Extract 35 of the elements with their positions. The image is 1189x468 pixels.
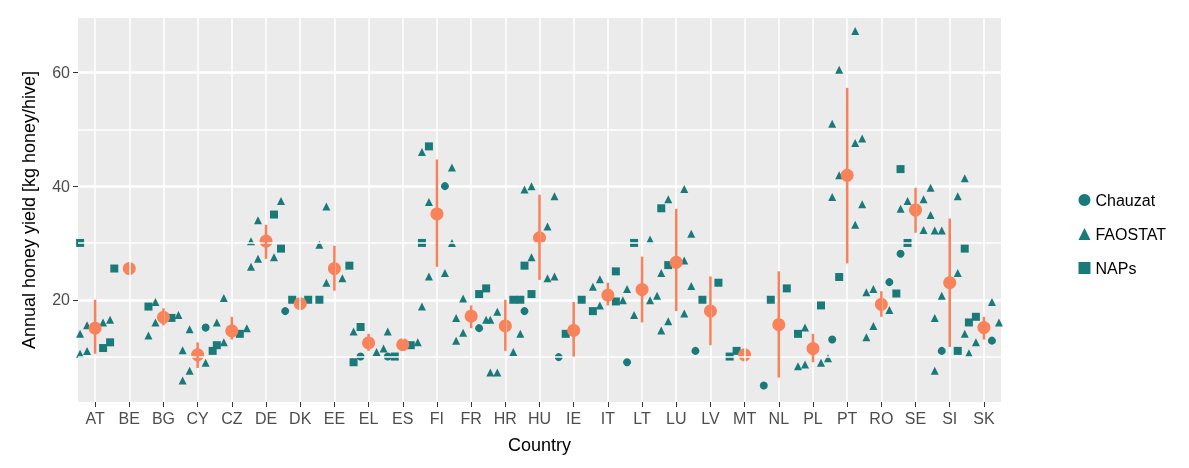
x-tick-label: AT <box>85 409 105 427</box>
x-tick-label: FR <box>460 409 482 427</box>
x-tick-label: EE <box>323 409 346 427</box>
x-tick-label: HU <box>527 409 552 427</box>
x-tick-label: CZ <box>221 409 243 427</box>
y-tick-label: 40 <box>52 177 71 195</box>
x-tick-label: NL <box>768 409 790 427</box>
x-tick-label: PT <box>836 409 858 427</box>
x-tick-label: LT <box>633 409 652 427</box>
x-tick-label: SK <box>973 409 995 427</box>
x-tick-label: ES <box>392 409 414 427</box>
x-tick-label: FI <box>429 409 445 427</box>
x-tick-label: EL <box>358 409 379 427</box>
y-tick-label: 60 <box>52 64 71 82</box>
x-tick-label: CY <box>186 409 210 427</box>
legend-label: NAPs <box>1095 259 1137 277</box>
x-tick-label: LV <box>701 409 720 427</box>
x-tick-label: HR <box>493 409 517 427</box>
x-tick-label: RO <box>869 409 894 427</box>
x-tick-label: DE <box>254 409 278 427</box>
legend-label: FAOSTAT <box>1095 225 1167 243</box>
x-tick-label: BG <box>151 409 176 427</box>
x-tick-label: BE <box>118 409 140 427</box>
x-tick-label: IT <box>600 409 616 427</box>
x-tick-label: MT <box>733 409 757 427</box>
legend-label: Chauzat <box>1095 191 1156 209</box>
x-tick-label: LU <box>666 409 687 427</box>
x-tick-label: SI <box>942 409 958 427</box>
y-axis-title: Annual honey yield [kg honey/hive] <box>19 70 39 350</box>
x-tick-label: PL <box>803 409 823 427</box>
x-tick-label: SE <box>904 409 927 427</box>
x-tick-label: IE <box>566 409 582 427</box>
y-tick-label: 20 <box>52 291 71 309</box>
x-axis-title: Country <box>507 435 572 455</box>
x-tick-label: DK <box>289 409 312 427</box>
